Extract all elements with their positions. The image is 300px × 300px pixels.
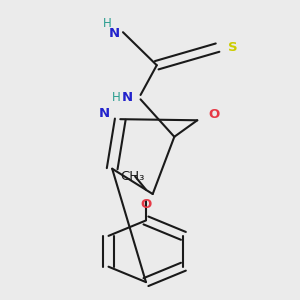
Text: O: O [140, 198, 152, 212]
Text: H: H [112, 91, 121, 104]
Text: O: O [208, 108, 219, 121]
Text: CH₃: CH₃ [120, 170, 145, 183]
Text: N: N [109, 27, 120, 40]
Text: N: N [98, 107, 110, 120]
Text: H: H [102, 17, 111, 30]
Text: S: S [228, 41, 238, 54]
Text: N: N [121, 91, 132, 104]
